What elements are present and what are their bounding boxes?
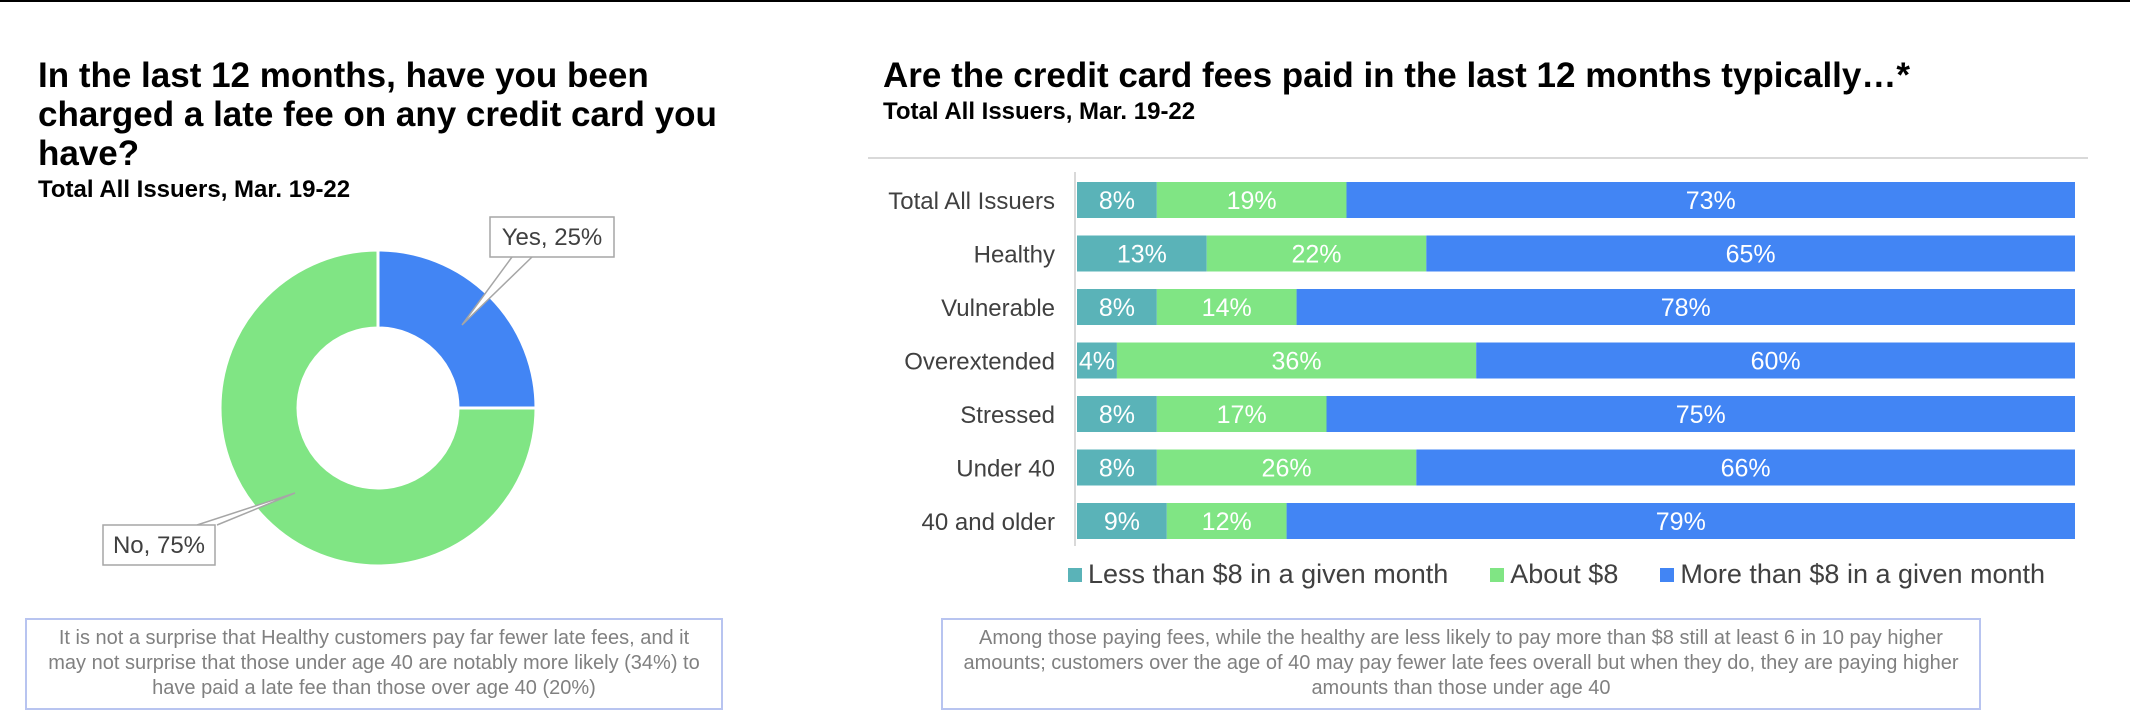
legend-item-more-than-8: More than $8 in a given month: [1660, 559, 2045, 590]
bar-data-label: 19%: [1227, 187, 1277, 215]
callout-leader: [196, 492, 296, 526]
donut-data-label: No, 75%: [113, 532, 205, 559]
bar-data-label: 26%: [1262, 455, 1312, 483]
bar-data-label: 4%: [1079, 348, 1115, 376]
right-note-box: Among those paying fees, while the healt…: [941, 618, 1981, 710]
legend-swatch-about-8: [1490, 567, 1505, 582]
left-chart-subtitle: Total All Issuers, Mar. 19-22: [38, 176, 351, 203]
bar-segment: [1166, 503, 1287, 539]
category-tick-label: Vulnerable: [941, 295, 1055, 322]
bar-data-label: 66%: [1721, 455, 1771, 483]
legend-swatch-more-than-8: [1660, 567, 1675, 582]
bar-segment: [1326, 396, 2075, 432]
category-tick-label: Under 40: [956, 456, 1055, 483]
bar-segment: [1077, 182, 1157, 218]
bar-data-label: 8%: [1099, 187, 1135, 215]
category-tick-label: Stressed: [960, 402, 1055, 429]
legend-label-more-than-8: More than $8 in a given month: [1680, 559, 2046, 589]
left-chart-title: In the last 12 months, have you been cha…: [38, 56, 717, 173]
bar-segment: [1156, 182, 1347, 218]
bar-segment: [1077, 396, 1157, 432]
bar-segment: [1156, 289, 1297, 325]
legend-item-less-than-8: Less than $8 in a given month: [1068, 559, 1448, 590]
bar-segment: [1077, 449, 1157, 486]
bar-data-label: 78%: [1661, 294, 1711, 322]
bar-data-label: 36%: [1272, 348, 1322, 376]
bar-segment: [1206, 235, 1427, 272]
legend-swatch-less-than-8: [1068, 567, 1082, 582]
legend-label-about-8: About $8: [1510, 559, 1619, 589]
bar-data-label: 79%: [1656, 508, 1706, 536]
bar-data-label: 13%: [1117, 241, 1167, 269]
bar-data-label: 75%: [1676, 401, 1726, 429]
bar-segment: [1156, 449, 1417, 486]
donut-chart: Yes, 25% No, 75%: [102, 216, 615, 568]
bar-segment: [1346, 182, 2075, 218]
bar-segment: [1077, 342, 1117, 379]
category-tick-label: Overextended: [904, 349, 1055, 376]
bar-segment: [1077, 235, 1207, 272]
bar-segment: [1426, 235, 2075, 272]
bar-segment: [1116, 342, 1477, 379]
bar-segment: [1156, 396, 1327, 432]
bar-segment: [1077, 503, 1167, 539]
bar-data-label: 65%: [1726, 241, 1776, 269]
bar-data-label: 60%: [1751, 348, 1801, 376]
donut-slice: [376, 248, 538, 410]
callout-leader: [461, 256, 533, 326]
category-tick-label: Total All Issuers: [888, 188, 1055, 215]
category-tick-label: Healthy: [974, 242, 1055, 269]
bar-legend: Less than $8 in a given month About $8 M…: [1068, 559, 2087, 590]
stacked-bar-chart: Total All Issuers 8% 19% 73% Healthy 13% 22% 65…: [888, 172, 2075, 546]
left-note-box: It is not a surprise that Healthy custom…: [25, 618, 723, 710]
bar-data-label: 22%: [1291, 241, 1341, 269]
bar-data-label: 17%: [1217, 401, 1267, 429]
top-border: [0, 0, 2130, 2]
bar-data-label: 8%: [1099, 455, 1135, 483]
bar-data-label: 12%: [1202, 508, 1252, 536]
bar-data-label: 73%: [1686, 187, 1736, 215]
callout-box: [102, 524, 216, 566]
legend-label-less-than-8: Less than $8 in a given month: [1088, 559, 1449, 589]
bar-data-label: 8%: [1099, 294, 1135, 322]
bar-segment: [1296, 289, 2075, 325]
donut-slice: [218, 248, 538, 568]
donut-data-label: Yes, 25%: [502, 224, 603, 251]
bar-segment: [1077, 289, 1157, 325]
bar-data-label: 8%: [1099, 401, 1135, 429]
bar-data-label: 9%: [1104, 508, 1140, 536]
callout-box: [489, 216, 615, 258]
bar-segment: [1476, 342, 2075, 379]
bar-segment: [1286, 503, 2075, 539]
category-tick-label: 40 and older: [922, 509, 1055, 536]
bar-data-label: 14%: [1202, 294, 1252, 322]
chart-divider: [868, 157, 2088, 159]
right-chart-subtitle: Total All Issuers, Mar. 19-22: [883, 98, 1196, 125]
right-chart-title: Are the credit card fees paid in the las…: [883, 56, 1910, 95]
bar-segment: [1416, 449, 2075, 486]
legend-item-about-8: About $8: [1490, 559, 1618, 590]
